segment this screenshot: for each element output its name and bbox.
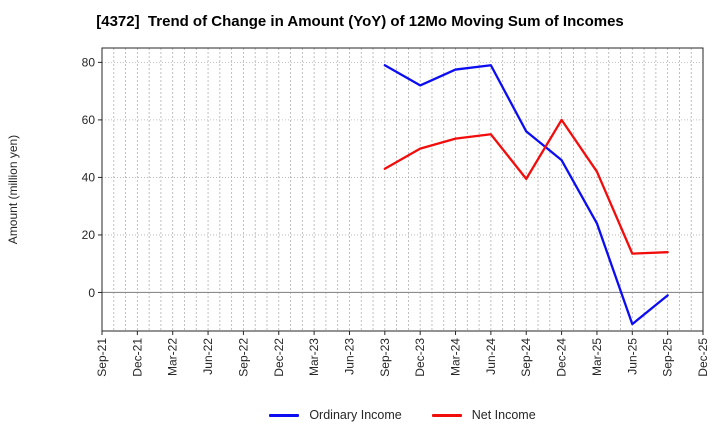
x-tick-label: Dec-21 — [130, 338, 144, 377]
chart-legend: Ordinary Income Net Income — [102, 404, 703, 426]
series-line-net-income — [383, 118, 669, 255]
legend-item-ordinary-income: Ordinary Income — [269, 408, 402, 422]
series-line-ordinary-income — [383, 64, 669, 326]
y-tick-label: 60 — [82, 113, 96, 127]
y-axis-label: Amount (million yen) — [6, 135, 20, 244]
x-tick-label: Sep-25 — [661, 338, 675, 377]
x-tick-label: Jun-23 — [342, 338, 356, 375]
x-tick-label: Sep-24 — [519, 338, 533, 377]
y-tick-label: 20 — [82, 228, 96, 242]
x-tick-label: Mar-23 — [307, 338, 321, 376]
legend-line-swatch — [431, 413, 462, 417]
x-tick-label: Dec-25 — [696, 338, 710, 377]
chart-title: [4372] Trend of Change in Amount (YoY) o… — [96, 13, 624, 30]
y-tick-label: 40 — [82, 171, 96, 185]
x-tick-label: Dec-22 — [272, 338, 286, 377]
x-tick-label: Mar-24 — [449, 338, 463, 376]
plot-border — [101, 47, 704, 332]
x-tick-label: Sep-21 — [95, 338, 109, 377]
x-tick-label: Dec-23 — [413, 338, 427, 377]
y-tick-label: 0 — [88, 286, 95, 300]
legend-label: Net Income — [471, 408, 536, 422]
x-tick-label: Sep-22 — [236, 338, 250, 377]
legend-item-net-income: Net Income — [431, 408, 536, 422]
legend-line-swatch — [269, 413, 300, 417]
x-tick-label: Mar-25 — [590, 338, 604, 376]
x-tick-label: Jun-22 — [201, 338, 215, 375]
legend-label: Ordinary Income — [309, 408, 402, 422]
x-tick-label: Jun-24 — [484, 338, 498, 375]
y-tick-label: 80 — [82, 56, 96, 70]
x-tick-label: Jun-25 — [625, 338, 639, 375]
x-tick-label: Mar-22 — [166, 338, 180, 376]
x-tick-label: Dec-24 — [555, 338, 569, 377]
x-tick-label: Sep-23 — [378, 338, 392, 377]
